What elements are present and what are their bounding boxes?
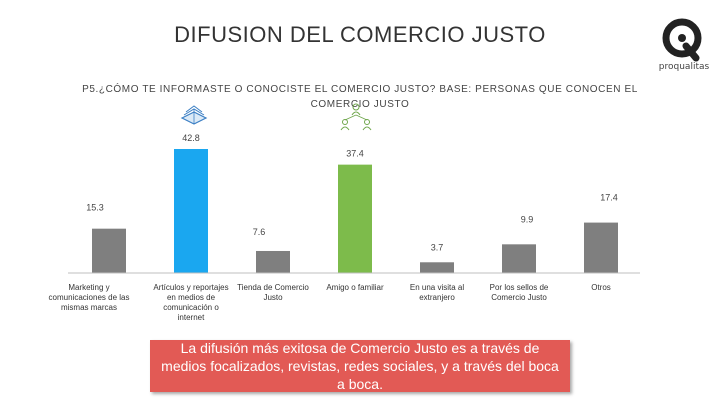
value-label-6: 9.9 xyxy=(521,214,534,224)
value-label-3: 7.6 xyxy=(253,227,266,237)
category-label-2: Artículos y reportajes en medios de comuni… xyxy=(153,283,228,322)
book-icon xyxy=(180,105,208,125)
proqualitas-logo-icon xyxy=(662,18,702,62)
bar-5 xyxy=(420,262,454,273)
value-label-5: 3.7 xyxy=(431,242,444,252)
logo-text: proqualitas xyxy=(658,62,710,72)
bar-1 xyxy=(92,228,126,273)
bar-4 xyxy=(338,164,372,273)
value-label-1: 15.3 xyxy=(86,203,104,213)
page-title: DIFUSION DEL COMERCIO JUSTO xyxy=(174,22,546,47)
category-label-7: Otros xyxy=(591,283,611,292)
category-label-6: Por los sellos de Comercio Justo xyxy=(490,283,549,302)
bar-2 xyxy=(174,149,208,273)
category-label-5: En una visita al extranjero xyxy=(410,283,464,302)
bar-chart: 15.3 Marketing y comunicaciones de las mism… xyxy=(49,103,640,322)
value-label-4: 37.4 xyxy=(346,149,364,159)
question-text: P5.¿CÓMO TE INFORMASTE O CONOCISTE EL CO… xyxy=(82,84,638,110)
category-label-3: Tienda de Comercio Justo xyxy=(237,283,309,302)
value-label-7: 17.4 xyxy=(600,193,618,203)
people-network-icon xyxy=(340,103,372,131)
bar-3 xyxy=(256,250,290,273)
value-label-2: 42.8 xyxy=(182,133,200,143)
bar-7 xyxy=(584,222,618,273)
conclusion-callout: La difusión más exitosa de Comercio Just… xyxy=(150,340,570,392)
logo: proqualitas xyxy=(656,18,712,78)
category-label-4: Amigo o familiar xyxy=(326,283,384,292)
bar-6 xyxy=(502,244,536,273)
category-label-1: Marketing y comunicaciones de las mismas m… xyxy=(49,283,130,312)
